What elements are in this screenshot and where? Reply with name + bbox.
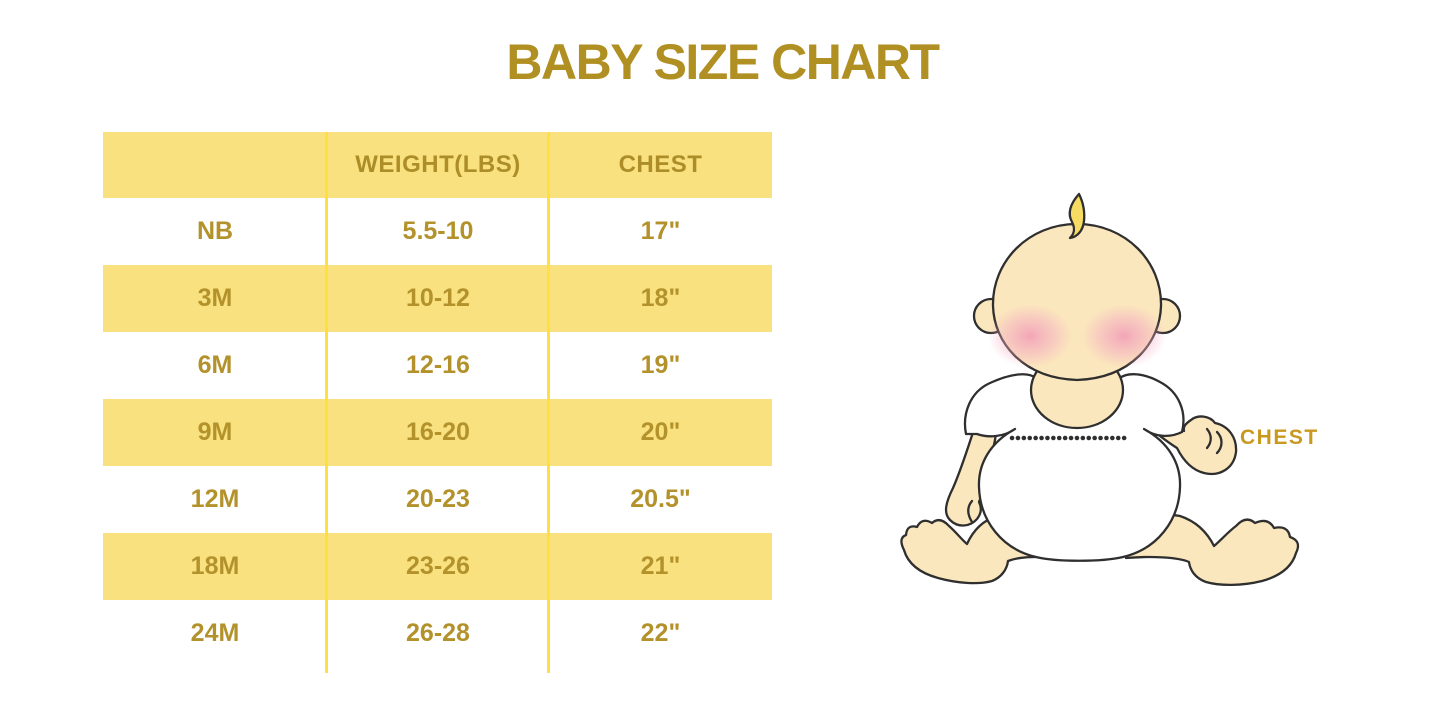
table-row: 9M 16-20 20" (103, 399, 772, 466)
chest-measurement-label: CHEST (1240, 426, 1319, 449)
chest-cell: 22" (640, 619, 681, 647)
chest-cell: 20.5" (630, 485, 691, 513)
size-cell: 24M (190, 619, 240, 647)
baby-fist-knuckle-lines (1205, 427, 1223, 455)
table-row: 3M 10-12 18" (103, 265, 772, 332)
chest-cell: 19" (640, 351, 681, 379)
weight-cell: 16-20 (406, 418, 470, 446)
size-cell: 6M (197, 351, 233, 379)
table-row: 6M 12-16 19" (103, 332, 772, 399)
table-row: 24M 26-28 22" (103, 600, 772, 667)
header-cell-weight: WEIGHT(LBS) (355, 151, 521, 178)
weight-cell: 23-26 (406, 552, 470, 580)
weight-cell: 12-16 (406, 351, 470, 379)
table-row: 18M 23-26 21" (103, 533, 772, 600)
chest-cell: 20" (640, 418, 681, 446)
baby-right-cheek (1082, 304, 1166, 368)
baby-hair-curl (1068, 192, 1086, 240)
table-row: NB 5.5-10 17" (103, 198, 772, 265)
column-divider (547, 132, 550, 673)
size-cell: 18M (190, 552, 240, 580)
size-cell: 9M (197, 418, 233, 446)
weight-cell: 5.5-10 (402, 217, 474, 245)
baby-right-leg (1124, 514, 1300, 587)
size-cell: 12M (190, 485, 240, 513)
size-cell: NB (196, 217, 234, 245)
baby-illustration (900, 192, 1300, 587)
chest-cell: 21" (640, 552, 681, 580)
chest-cell: 18" (640, 284, 681, 312)
table-header-row: WEIGHT(LBS) CHEST (103, 132, 772, 198)
weight-cell: 26-28 (406, 619, 470, 647)
chest-cell: 17" (640, 217, 681, 245)
page-title: BABY SIZE CHART (506, 34, 940, 90)
baby-left-hand-line (967, 499, 974, 524)
weight-cell: 20-23 (406, 485, 470, 513)
table-row: 12M 20-23 20.5" (103, 466, 772, 533)
header-cell-chest: CHEST (618, 151, 703, 178)
size-table: WEIGHT(LBS) CHEST NB 5.5-10 17" 3M 10-12… (103, 132, 772, 673)
weight-cell: 10-12 (406, 284, 470, 312)
column-divider (325, 132, 328, 673)
size-cell: 3M (197, 284, 233, 312)
header-cell-size (103, 132, 327, 198)
baby-left-cheek (988, 304, 1072, 368)
